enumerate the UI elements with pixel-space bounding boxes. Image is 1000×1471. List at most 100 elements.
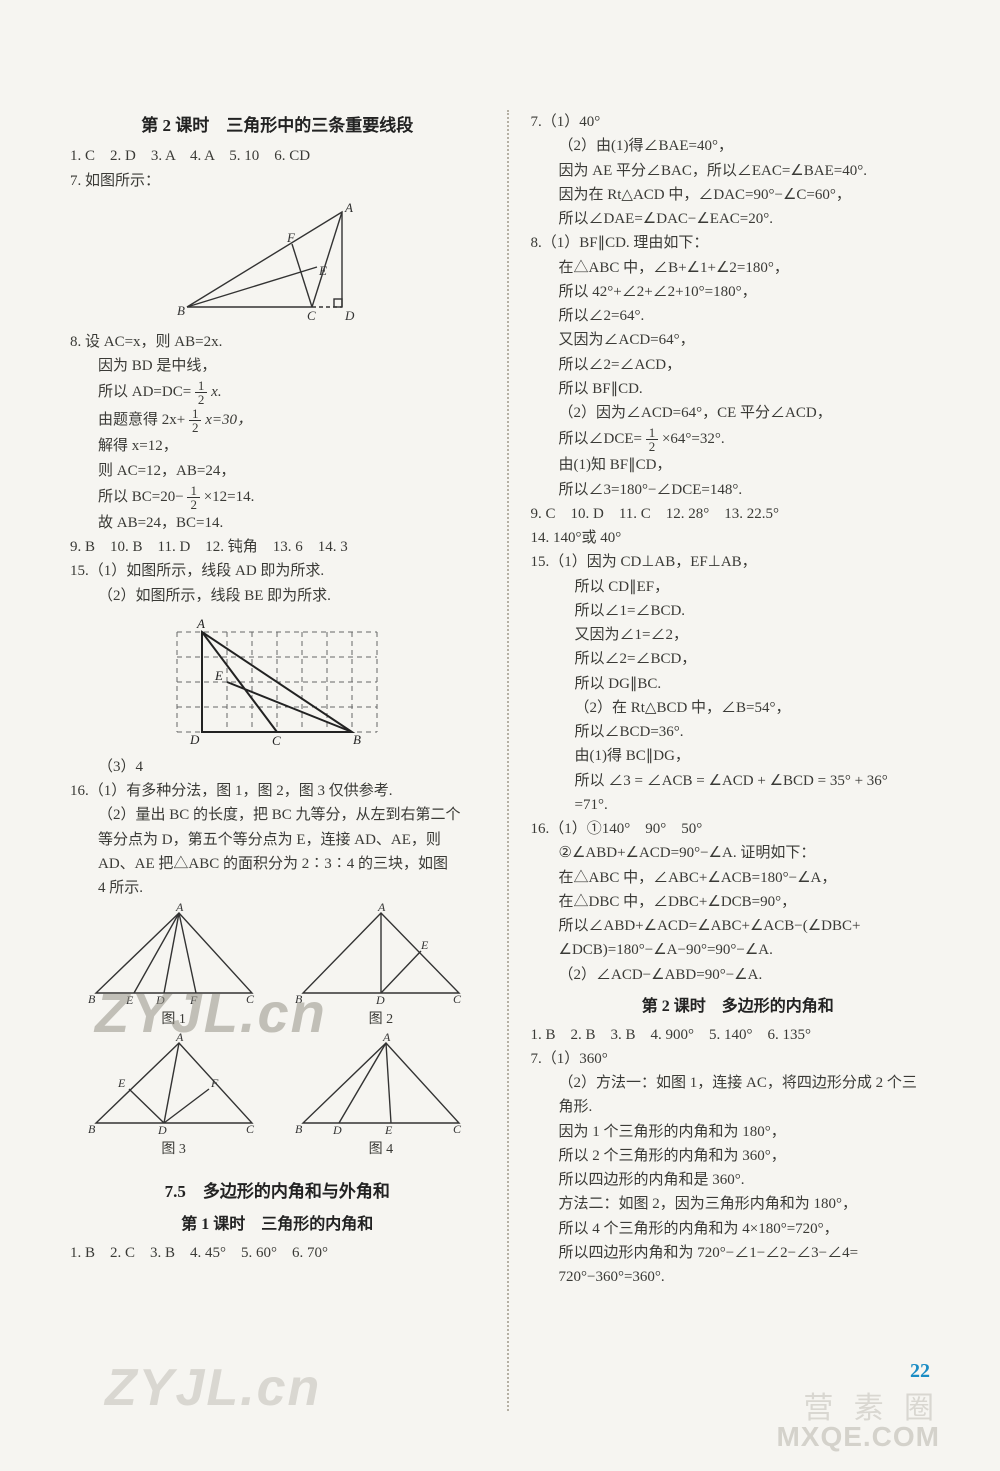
svg-text:F: F xyxy=(210,1076,219,1090)
r-q16-1: 16.（1）①140° 90° 50° xyxy=(531,818,946,841)
r-q8-1: 8.（1）BF∥CD. 理由如下： xyxy=(531,232,946,255)
svg-text:B: B xyxy=(177,303,185,318)
svg-text:B: B xyxy=(88,1122,96,1136)
svg-text:D: D xyxy=(189,732,200,747)
svg-text:C: C xyxy=(307,308,316,323)
q8-line2: 因为 BD 是中线， xyxy=(70,355,485,378)
svg-text:B: B xyxy=(353,732,361,747)
svg-text:F: F xyxy=(286,230,296,245)
r-q8-10: 由(1)知 BF∥CD， xyxy=(531,454,946,477)
svg-text:A: A xyxy=(344,200,353,215)
svg-text:E: E xyxy=(214,668,223,683)
answers-1-6: 1. C 2. D 3. A 4. A 5. 10 6. CD xyxy=(70,145,485,168)
r-q8-5: 又因为∠ACD=64°， xyxy=(531,329,946,352)
s2-q7-3: 角形. xyxy=(531,1096,946,1119)
right-column: 7.（1）40° （2）由(1)得∠BAE=40°， 因为 AE 平分∠BAC，… xyxy=(511,110,946,1411)
r-q8-8: （2）因为∠ACD=64°，CE 平分∠ACD， xyxy=(531,402,946,425)
r-q8-3: 所以 42°+∠2+∠2+10°=180°， xyxy=(531,281,946,304)
figure-row-1: A BE DF C 图 1 xyxy=(70,901,485,1031)
r-q8-6: 所以∠2=∠ACD， xyxy=(531,354,946,377)
r-answers-9-13: 9. C 10. D 11. C 12. 28° 13. 22.5° xyxy=(531,503,946,526)
r-q8-4: 所以∠2=64°. xyxy=(531,305,946,328)
q15-1: 15.（1）如图所示，线段 AD 即为所求. xyxy=(70,560,485,583)
r-q16-3: 在△ABC 中，∠ABC+∠ACB=180°−∠A， xyxy=(531,867,946,890)
r-q7-4: 因为在 Rt△ACD 中，∠DAC=90°−∠C=60°， xyxy=(531,184,946,207)
svg-text:A: A xyxy=(196,616,205,631)
fig3-caption: 图 3 xyxy=(70,1139,277,1161)
r-q14: 14. 140°或 40° xyxy=(531,527,946,550)
r-q15-9: 由(1)得 BC∥DG， xyxy=(531,745,946,768)
svg-text:C: C xyxy=(272,733,281,748)
r-q15-11: =71°. xyxy=(531,794,946,817)
q16-3: 等分点为 D，第五个等分点为 E，连接 AD、AE，则 xyxy=(70,829,485,852)
svg-text:E: E xyxy=(420,938,429,952)
svg-text:A: A xyxy=(377,901,386,914)
svg-text:D: D xyxy=(344,308,355,323)
page: 第 2 课时 三角形中的三条重要线段 1. C 2. D 3. A 4. A 5… xyxy=(0,0,1000,1471)
svg-text:C: C xyxy=(246,1122,255,1136)
svg-text:E: E xyxy=(384,1123,393,1137)
column-separator xyxy=(507,110,509,1411)
r-q15-6: 所以 DG∥BC. xyxy=(531,673,946,696)
fig4-caption: 图 4 xyxy=(277,1139,484,1161)
q16-2: （2）量出 BC 的长度，把 BC 九等分，从左到右第二个 xyxy=(70,804,485,827)
lesson2-title: 第 2 课时 多边形的内角和 xyxy=(531,995,946,1020)
r-q7-3: 因为 AE 平分∠BAC，所以∠EAC=∠BAE=40°. xyxy=(531,160,946,183)
fraction-half: 12 xyxy=(195,379,208,406)
text: 所以 BC=20− xyxy=(98,489,184,505)
s2-q7-5: 所以 2 个三角形的内角和为 360°， xyxy=(531,1145,946,1168)
svg-text:B: B xyxy=(295,1122,303,1136)
s2-q7-9: 所以四边形内角和为 720°−∠1−∠2−∠3−∠4= xyxy=(531,1242,946,1265)
q8-line8: 故 AB=24，BC=14. xyxy=(70,512,485,535)
q16-1: 16.（1）有多种分法，图 1，图 2，图 3 仅供参考. xyxy=(70,780,485,803)
svg-text:E: E xyxy=(125,993,134,1007)
s2-q7-4: 因为 1 个三角形的内角和为 180°， xyxy=(531,1121,946,1144)
r-q7-1: 7.（1）40° xyxy=(531,111,946,134)
r-q15-1: 15.（1）因为 CD⊥AB，EF⊥AB， xyxy=(531,551,946,574)
watermark-mxqe: MXQE.COM xyxy=(776,1421,940,1453)
svg-text:C: C xyxy=(246,992,255,1006)
left-column: 第 2 课时 三角形中的三条重要线段 1. C 2. D 3. A 4. A 5… xyxy=(70,110,505,1411)
figure-1: A BE DF C xyxy=(84,901,264,1011)
r-q8-2: 在△ABC 中，∠B+∠1+∠2=180°， xyxy=(531,257,946,280)
s2-q7-7: 方法二：如图 2，因为三角形内角和为 180°， xyxy=(531,1193,946,1216)
svg-text:F: F xyxy=(189,993,198,1007)
svg-text:A: A xyxy=(175,1031,184,1044)
s1-answers-1-6: 1. B 2. C 3. B 4. 45° 5. 60° 6. 70° xyxy=(70,1242,485,1265)
q8-line5: 解得 x=12， xyxy=(70,435,485,458)
r-q8-7: 所以 BF∥CD. xyxy=(531,378,946,401)
r-q15-2: 所以 CD∥EF， xyxy=(531,576,946,599)
text: 所以∠DCE= xyxy=(559,431,642,447)
text: ×64°=32°. xyxy=(662,431,725,447)
section-title: 第 2 课时 三角形中的三条重要线段 xyxy=(70,113,485,139)
r-q8-11: 所以∠3=180°−∠DCE=148°. xyxy=(531,479,946,502)
svg-text:C: C xyxy=(453,1122,462,1136)
svg-text:A: A xyxy=(382,1031,391,1044)
svg-text:D: D xyxy=(332,1123,342,1137)
q16-5: 4 所示. xyxy=(70,877,485,900)
r-q16-7: （2）∠ACD−∠ABD=90°−∠A. xyxy=(531,964,946,987)
svg-text:D: D xyxy=(155,993,165,1007)
figure-3: A BE DF C xyxy=(84,1031,264,1141)
figure-q15: A B C D E xyxy=(70,612,485,752)
fraction-half: 12 xyxy=(189,407,202,434)
r-q15-3: 所以∠1=∠BCD. xyxy=(531,600,946,623)
figure-q7: A B C D E F xyxy=(70,197,485,327)
r-q15-10: 所以 ∠3 = ∠ACB = ∠ACD + ∠BCD = 35° + 36° xyxy=(531,770,946,793)
svg-text:E: E xyxy=(318,263,327,278)
text: 由题意得 2x+ xyxy=(98,412,185,428)
r-q8-9: 所以∠DCE= 12 ×64°=32°. xyxy=(531,426,946,453)
s2-q7-2: （2）方法一：如图 1，连接 AC，将四边形分成 2 个三 xyxy=(531,1072,946,1095)
s2-answers-1-6: 1. B 2. B 3. B 4. 900° 5. 140° 6. 135° xyxy=(531,1024,946,1047)
lesson1-title: 第 1 课时 三角形的内角和 xyxy=(70,1213,485,1238)
q8-line4: 由题意得 2x+ 12 x=30， xyxy=(70,407,485,434)
r-q15-7: （2）在 Rt△BCD 中，∠B=54°， xyxy=(531,697,946,720)
s2-q7-6: 所以四边形的内角和是 360°. xyxy=(531,1169,946,1192)
fraction-half: 12 xyxy=(187,484,200,511)
r-q15-5: 所以∠2=∠BCD， xyxy=(531,648,946,671)
q8-line1: 8. 设 AC=x，则 AB=2x. xyxy=(70,331,485,354)
svg-text:B: B xyxy=(295,992,303,1006)
svg-text:C: C xyxy=(453,992,462,1006)
section-75-title: 7.5 多边形的内角和与外角和 xyxy=(70,1179,485,1205)
r-q16-4: 在△DBC 中，∠DBC+∠DCB=90°， xyxy=(531,891,946,914)
